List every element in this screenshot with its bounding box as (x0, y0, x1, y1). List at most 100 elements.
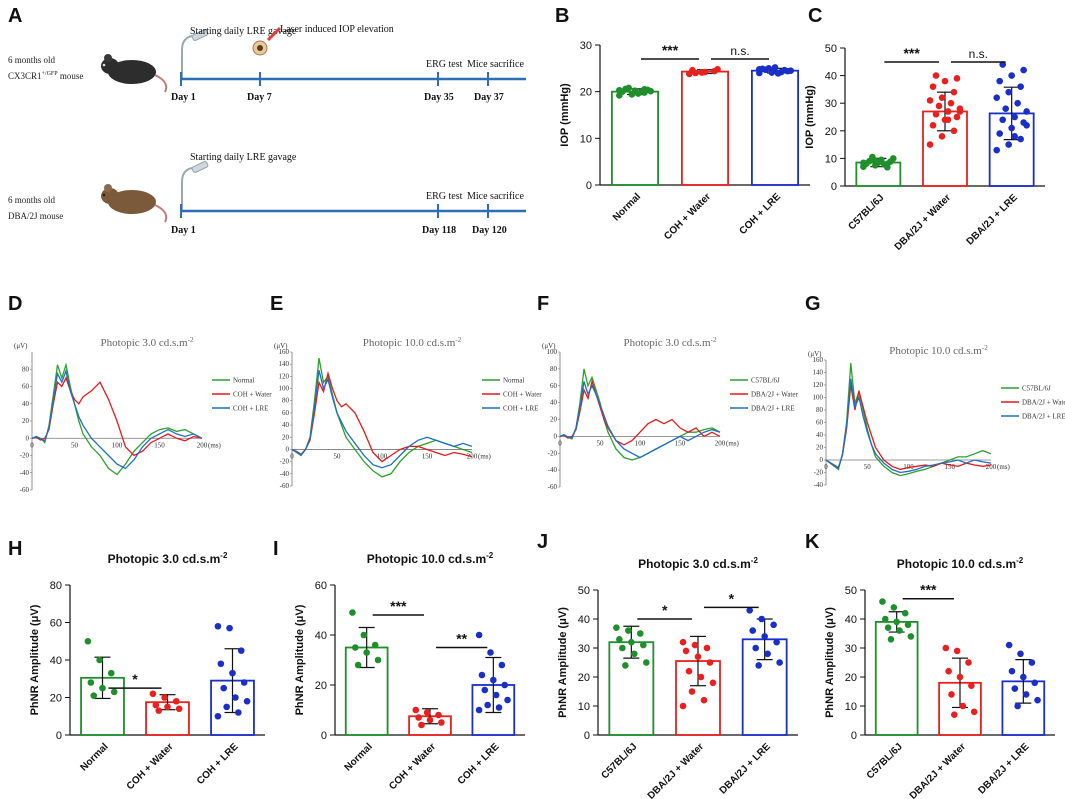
data-point (229, 669, 236, 677)
x-tick-label: DBA/2J + LRE (718, 741, 773, 796)
data-point (490, 676, 497, 684)
data-point (993, 146, 1001, 154)
chart-title: Photopic 3.0 cd.s.m-2 (101, 336, 194, 349)
x-tick-label: COH + Water (387, 741, 438, 792)
y-tick-label: 20 (315, 680, 327, 692)
row1-day: Day 7 (247, 92, 272, 103)
data-point (755, 65, 763, 73)
data-point (956, 673, 964, 681)
data-point (953, 75, 961, 82)
data-point (692, 69, 699, 77)
data-point (415, 714, 422, 721)
x-tick-label: 150 (675, 439, 686, 447)
x-tick-label: C57BL/6J (846, 192, 886, 232)
y-tick-label: -40 (280, 470, 290, 478)
x-tick-label: 50 (864, 463, 872, 471)
gavage-needle-icon (181, 29, 209, 78)
significance-label: *** (903, 45, 920, 61)
x-tick-label: 100 (377, 452, 388, 460)
y-tick-label: 80 (282, 397, 290, 405)
data-point (901, 609, 909, 617)
legend-label: DBA/2J + LRE (1022, 413, 1065, 421)
data-point (956, 108, 964, 115)
data-point (926, 141, 934, 148)
data-point (694, 653, 702, 660)
data-point (640, 641, 647, 649)
data-point (701, 68, 709, 76)
significance-label: n.s. (730, 44, 749, 58)
y-tick-label: 160 (279, 348, 290, 356)
data-point (487, 649, 494, 656)
legend-label: COH + Water (503, 391, 542, 399)
data-point (893, 618, 900, 626)
chart-title: Photopic 3.0 cd.s.m-2 (108, 551, 228, 566)
data-point (872, 157, 879, 164)
data-point (709, 679, 717, 687)
data-point (232, 694, 239, 701)
data-point (959, 702, 967, 710)
data-point (426, 716, 434, 724)
data-point (996, 130, 1003, 137)
x-tick-label: DBA/2J + Water (908, 741, 968, 799)
chart-title: Photopic 3.0 cd.s.m-2 (638, 556, 758, 571)
erg-trace (31, 368, 203, 470)
x-tick-label: 100 (112, 441, 123, 449)
data-point (706, 659, 714, 666)
data-point (878, 156, 885, 164)
eye-laser-icon (252, 26, 282, 56)
x-tick-label: 200 (197, 441, 208, 449)
data-point (682, 647, 690, 655)
data-point (1002, 105, 1009, 113)
y-tick-label: 0 (321, 730, 327, 742)
data-point (172, 697, 180, 705)
data-point (161, 694, 168, 701)
x-tick-label: DBA/2J + LRE (976, 741, 1031, 796)
y-tick-label: -60 (20, 486, 30, 494)
y-tick-label: 140 (279, 360, 290, 368)
row2-strain: DBA/2J mouse (8, 211, 63, 221)
data-point (615, 86, 623, 94)
y-tick-label: -60 (280, 482, 290, 490)
row1-laser-label: Laser induced IOP elevation (280, 24, 394, 35)
data-point (700, 696, 708, 704)
erg-trace (825, 378, 992, 474)
data-point (999, 116, 1006, 124)
row2-day: Day 120 (472, 225, 507, 236)
significance-label: *** (920, 582, 937, 598)
y-tick-label: 10 (580, 133, 592, 145)
data-point (863, 160, 870, 167)
data-point (418, 721, 425, 729)
panel-label-b: B (555, 5, 569, 27)
x-unit-label: (ms) (478, 452, 492, 460)
y-tick-label: 40 (825, 71, 837, 83)
row2-day: Day 118 (422, 225, 456, 236)
data-point (1020, 66, 1027, 74)
data-point (351, 644, 359, 651)
y-tick-label: 160 (813, 356, 824, 364)
data-point (435, 711, 442, 719)
row1-erg-label: ERG test (426, 59, 463, 70)
y-tick-label: 10 (845, 701, 857, 713)
bar (611, 90, 660, 186)
y-tick-label: -40 (814, 481, 824, 489)
y-tick-label: 80 (50, 580, 62, 592)
data-point (776, 659, 783, 666)
y-unit-label: (μV) (14, 342, 28, 350)
data-point (1017, 135, 1024, 143)
data-point (773, 638, 780, 646)
y-tick-label: 0 (851, 730, 857, 742)
y-axis-label: PhNR Amplitude (μV) (294, 604, 306, 715)
y-tick-label: 20 (816, 444, 824, 452)
data-point (1022, 691, 1030, 698)
x-tick-label: Normal (611, 191, 643, 223)
x-tick-label: 50 (334, 452, 342, 460)
row1-start-label: Starting daily LRE gavage (190, 26, 297, 37)
panel-label-d: D (8, 293, 22, 315)
data-point (1008, 124, 1015, 132)
y-tick-label: 40 (50, 655, 62, 667)
data-point (932, 110, 940, 118)
gavage-needle-icon (181, 161, 209, 210)
